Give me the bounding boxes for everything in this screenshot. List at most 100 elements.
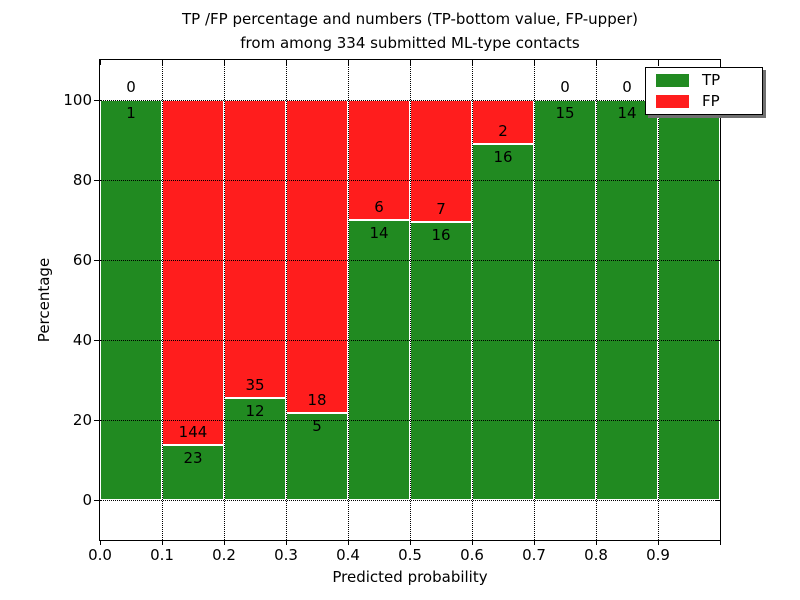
x-tick-top	[100, 60, 101, 65]
x-gridline	[534, 60, 535, 540]
tp-bar-segment	[224, 397, 286, 500]
tp-legend-swatch	[656, 74, 689, 87]
y-tick-label: 40	[72, 331, 92, 349]
y-gridline	[100, 180, 720, 181]
x-axis-label: Predicted probability	[332, 568, 488, 586]
tp-count-label: 14	[617, 104, 637, 122]
x-tick-top	[410, 60, 411, 65]
y-axis-label: Percentage	[35, 257, 53, 343]
tp-count-label: 14	[369, 224, 389, 242]
tp-bar-segment	[534, 100, 596, 500]
legend-item: TP	[646, 70, 762, 91]
chart-title: TP /FP percentage and numbers (TP-bottom…	[60, 7, 760, 55]
fp-bar-segment	[162, 100, 224, 445]
tp-bar-segment	[100, 100, 162, 500]
y-tick-left	[94, 420, 99, 421]
tp-count-label: 12	[245, 401, 265, 420]
x-tick-label: 0.9	[646, 546, 670, 564]
y-tick-left	[94, 500, 99, 501]
tp-count-label: 16	[431, 225, 451, 244]
tp-bar-segment	[596, 100, 658, 500]
x-tick-top	[534, 60, 535, 65]
fp-count-label: 2	[498, 122, 508, 141]
x-tick-top	[472, 60, 473, 65]
chart-title-line2: from among 334 submitted ML-type contact…	[240, 34, 580, 52]
x-gridline	[286, 60, 287, 540]
x-tick-bottom	[286, 540, 287, 545]
x-gridline	[472, 60, 473, 540]
x-tick-bottom	[100, 540, 101, 545]
x-tick-bottom	[224, 540, 225, 545]
y-tick-left	[94, 100, 99, 101]
x-tick-bottom	[348, 540, 349, 545]
tp-count-label: 15	[555, 104, 575, 122]
x-tick-bottom	[596, 540, 597, 545]
y-tick-label: 80	[72, 171, 92, 189]
y-tick-right	[715, 180, 720, 181]
y-tick-left	[94, 180, 99, 181]
y-tick-left	[94, 340, 99, 341]
x-tick-label: 0.2	[212, 546, 236, 564]
legend-item: FP	[646, 91, 762, 112]
fp-bar-segment	[224, 100, 286, 398]
fp-count-label: 18	[307, 391, 327, 410]
x-tick-bottom	[720, 540, 721, 545]
x-tick-top	[596, 60, 597, 65]
x-gridline	[162, 60, 163, 540]
y-gridline	[100, 420, 720, 421]
fp-count-label: 6	[374, 198, 384, 216]
x-tick-bottom	[472, 540, 473, 545]
fp-count-label: 0	[622, 78, 632, 96]
legend-item-label: FP	[702, 92, 720, 110]
fp-bar-segment	[348, 100, 410, 220]
x-tick-label: 0.0	[88, 546, 112, 564]
legend-item-label: TP	[702, 71, 721, 89]
x-tick-bottom	[534, 540, 535, 545]
x-tick-top	[658, 60, 659, 65]
x-tick-top	[162, 60, 163, 65]
fp-legend-swatch	[656, 95, 689, 108]
fp-count-label: 0	[126, 78, 136, 96]
tp-count-label: 5	[312, 417, 322, 436]
x-tick-label: 0.7	[522, 546, 546, 564]
fp-count-label: 144	[178, 422, 208, 441]
y-gridline	[100, 100, 720, 101]
x-tick-bottom	[658, 540, 659, 545]
y-tick-left	[94, 260, 99, 261]
plot-area: 0114423351218561471621601501406	[94, 59, 721, 545]
x-tick-top	[348, 60, 349, 65]
legend: TP FP	[645, 67, 763, 115]
y-gridline	[100, 260, 720, 261]
x-tick-label: 0.4	[336, 546, 360, 564]
y-tick-right	[715, 340, 720, 341]
tp-count-label: 23	[183, 448, 203, 467]
x-tick-label: 0.3	[274, 546, 298, 564]
tp-bar-segment	[410, 221, 472, 500]
y-tick-right	[715, 420, 720, 421]
x-tick-bottom	[162, 540, 163, 545]
x-tick-top	[286, 60, 287, 65]
tp-bar-segment	[162, 444, 224, 500]
y-tick-label: 20	[72, 411, 92, 429]
fp-count-label: 7	[436, 199, 446, 218]
fp-count-label: 0	[560, 78, 570, 96]
x-tick-label: 0.1	[150, 546, 174, 564]
y-tick-label: 100	[63, 91, 92, 109]
y-tick-label: 0	[82, 491, 92, 509]
x-gridline	[596, 60, 597, 540]
y-gridline	[100, 500, 720, 501]
tp-bar-segment	[472, 144, 534, 500]
x-tick-top	[224, 60, 225, 65]
y-gridline	[100, 340, 720, 341]
x-tick-top	[720, 60, 721, 65]
x-gridline	[410, 60, 411, 540]
fp-bar-segment	[286, 100, 348, 414]
tp-count-label: 1	[126, 104, 136, 122]
chart-title-line1: TP /FP percentage and numbers (TP-bottom…	[182, 10, 638, 28]
x-gridline	[658, 60, 659, 540]
x-gridline	[224, 60, 225, 540]
x-tick-label: 0.6	[460, 546, 484, 564]
fp-count-label: 35	[245, 375, 265, 394]
x-tick-bottom	[410, 540, 411, 545]
